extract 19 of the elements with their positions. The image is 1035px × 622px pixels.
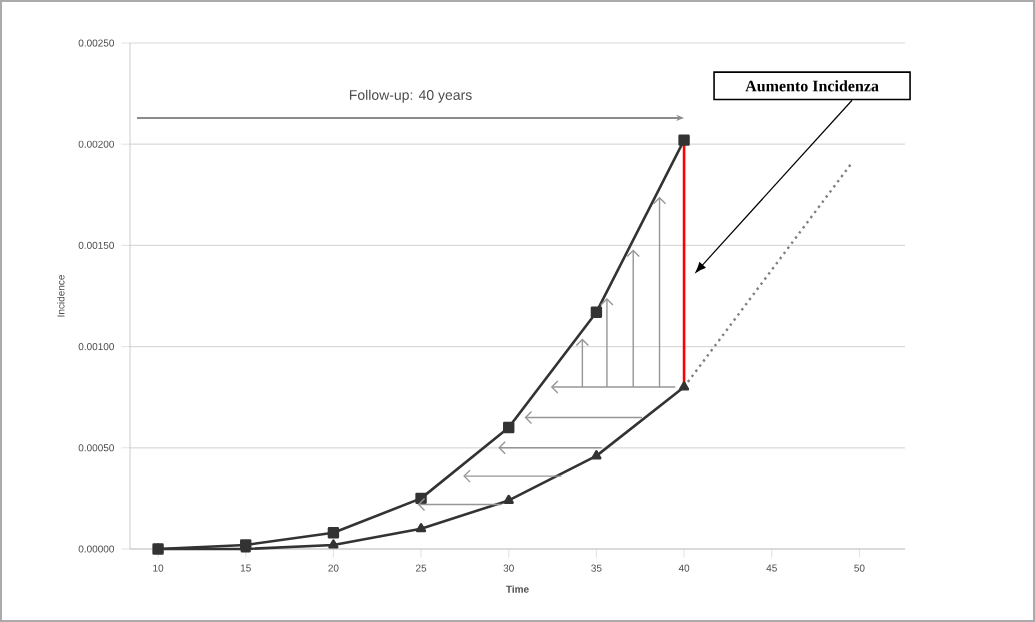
x-tick-label: 40 bbox=[678, 564, 690, 572]
x-tick-label: 35 bbox=[591, 564, 602, 572]
y-axis-title: Incidence bbox=[57, 275, 65, 317]
annotation: Follow-up: 40 years bbox=[349, 89, 472, 103]
y-tick-label: 0.00200 bbox=[78, 140, 115, 148]
x-axis-title: Time bbox=[506, 585, 529, 593]
x-tick-label: 50 bbox=[854, 564, 865, 572]
x-tick-label: 20 bbox=[328, 564, 339, 572]
x-tick-label: 25 bbox=[416, 564, 427, 572]
annotation: Aumento Incidenza bbox=[745, 80, 879, 92]
y-tick-label: 0.00050 bbox=[78, 444, 115, 452]
x-tick-label: 15 bbox=[240, 564, 251, 572]
x-tick-label: 30 bbox=[503, 564, 514, 572]
x-tick-label: 10 bbox=[153, 564, 164, 572]
y-tick-label: 0.00150 bbox=[78, 241, 115, 249]
y-tick-label: 0.00000 bbox=[78, 545, 115, 553]
y-tick-label: 0.00100 bbox=[78, 343, 115, 351]
x-tick-label: 45 bbox=[766, 564, 777, 572]
y-tick-label: 0.00250 bbox=[78, 39, 115, 47]
